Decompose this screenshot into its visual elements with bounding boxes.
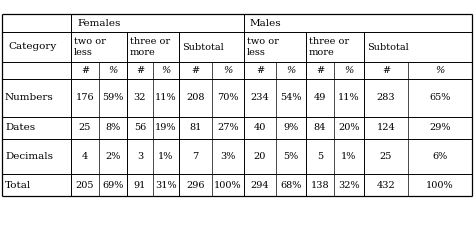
- Text: three or
more: three or more: [309, 37, 349, 57]
- Text: 29%: 29%: [429, 123, 451, 133]
- Text: 31%: 31%: [155, 181, 177, 189]
- Text: 81: 81: [189, 123, 202, 133]
- Text: three or
more: three or more: [130, 37, 170, 57]
- Text: 283: 283: [377, 94, 395, 102]
- Text: two or
less: two or less: [74, 37, 106, 57]
- Text: 11%: 11%: [338, 94, 360, 102]
- Text: Females: Females: [77, 19, 120, 27]
- Text: %: %: [436, 66, 445, 75]
- Text: 234: 234: [251, 94, 269, 102]
- Text: 138: 138: [310, 181, 329, 189]
- Text: 25: 25: [79, 123, 91, 133]
- Text: 32: 32: [134, 94, 146, 102]
- Text: 70%: 70%: [217, 94, 239, 102]
- Text: 84: 84: [314, 123, 326, 133]
- Text: 32%: 32%: [338, 181, 360, 189]
- Text: Numbers: Numbers: [5, 94, 54, 102]
- Text: 176: 176: [76, 94, 94, 102]
- Text: 3%: 3%: [220, 152, 236, 161]
- Text: #: #: [316, 66, 324, 75]
- Text: %: %: [286, 66, 296, 75]
- Text: 25: 25: [380, 152, 392, 161]
- Text: 1%: 1%: [158, 152, 173, 161]
- Text: Subtotal: Subtotal: [367, 42, 409, 52]
- Text: 20%: 20%: [338, 123, 360, 133]
- Text: #: #: [81, 66, 89, 75]
- Text: 3: 3: [137, 152, 143, 161]
- Text: #: #: [382, 66, 390, 75]
- Text: %: %: [161, 66, 171, 75]
- Text: Dates: Dates: [5, 123, 35, 133]
- Text: 4: 4: [82, 152, 88, 161]
- Text: 9%: 9%: [283, 123, 299, 133]
- Text: 65%: 65%: [429, 94, 451, 102]
- Text: 2%: 2%: [105, 152, 121, 161]
- Text: 68%: 68%: [280, 181, 301, 189]
- Text: Subtotal: Subtotal: [182, 42, 224, 52]
- Text: #: #: [191, 66, 200, 75]
- Text: 56: 56: [134, 123, 146, 133]
- Text: %: %: [223, 66, 233, 75]
- Text: 49: 49: [314, 94, 326, 102]
- Text: #: #: [136, 66, 144, 75]
- Text: 11%: 11%: [155, 94, 177, 102]
- Text: Category: Category: [8, 42, 56, 51]
- Text: 6%: 6%: [432, 152, 447, 161]
- Text: 69%: 69%: [102, 181, 124, 189]
- Text: %: %: [109, 66, 118, 75]
- Text: 205: 205: [76, 181, 94, 189]
- Text: 59%: 59%: [102, 94, 124, 102]
- Text: %: %: [345, 66, 354, 75]
- Text: 40: 40: [254, 123, 266, 133]
- Text: 432: 432: [377, 181, 395, 189]
- Text: 19%: 19%: [155, 123, 177, 133]
- Text: 294: 294: [251, 181, 269, 189]
- Text: #: #: [256, 66, 264, 75]
- Text: 100%: 100%: [426, 181, 454, 189]
- Text: 1%: 1%: [341, 152, 357, 161]
- Text: 5: 5: [317, 152, 323, 161]
- Text: 7: 7: [192, 152, 199, 161]
- Text: 5%: 5%: [283, 152, 299, 161]
- Text: 27%: 27%: [217, 123, 239, 133]
- Text: two or
less: two or less: [247, 37, 279, 57]
- Text: 54%: 54%: [280, 94, 302, 102]
- Text: 20: 20: [254, 152, 266, 161]
- Text: 91: 91: [134, 181, 146, 189]
- Text: 124: 124: [377, 123, 395, 133]
- Text: 100%: 100%: [214, 181, 242, 189]
- Text: 208: 208: [186, 94, 205, 102]
- Text: 8%: 8%: [105, 123, 120, 133]
- Text: Males: Males: [250, 19, 282, 27]
- Text: Total: Total: [5, 181, 31, 189]
- Text: 296: 296: [186, 181, 205, 189]
- Text: Decimals: Decimals: [5, 152, 53, 161]
